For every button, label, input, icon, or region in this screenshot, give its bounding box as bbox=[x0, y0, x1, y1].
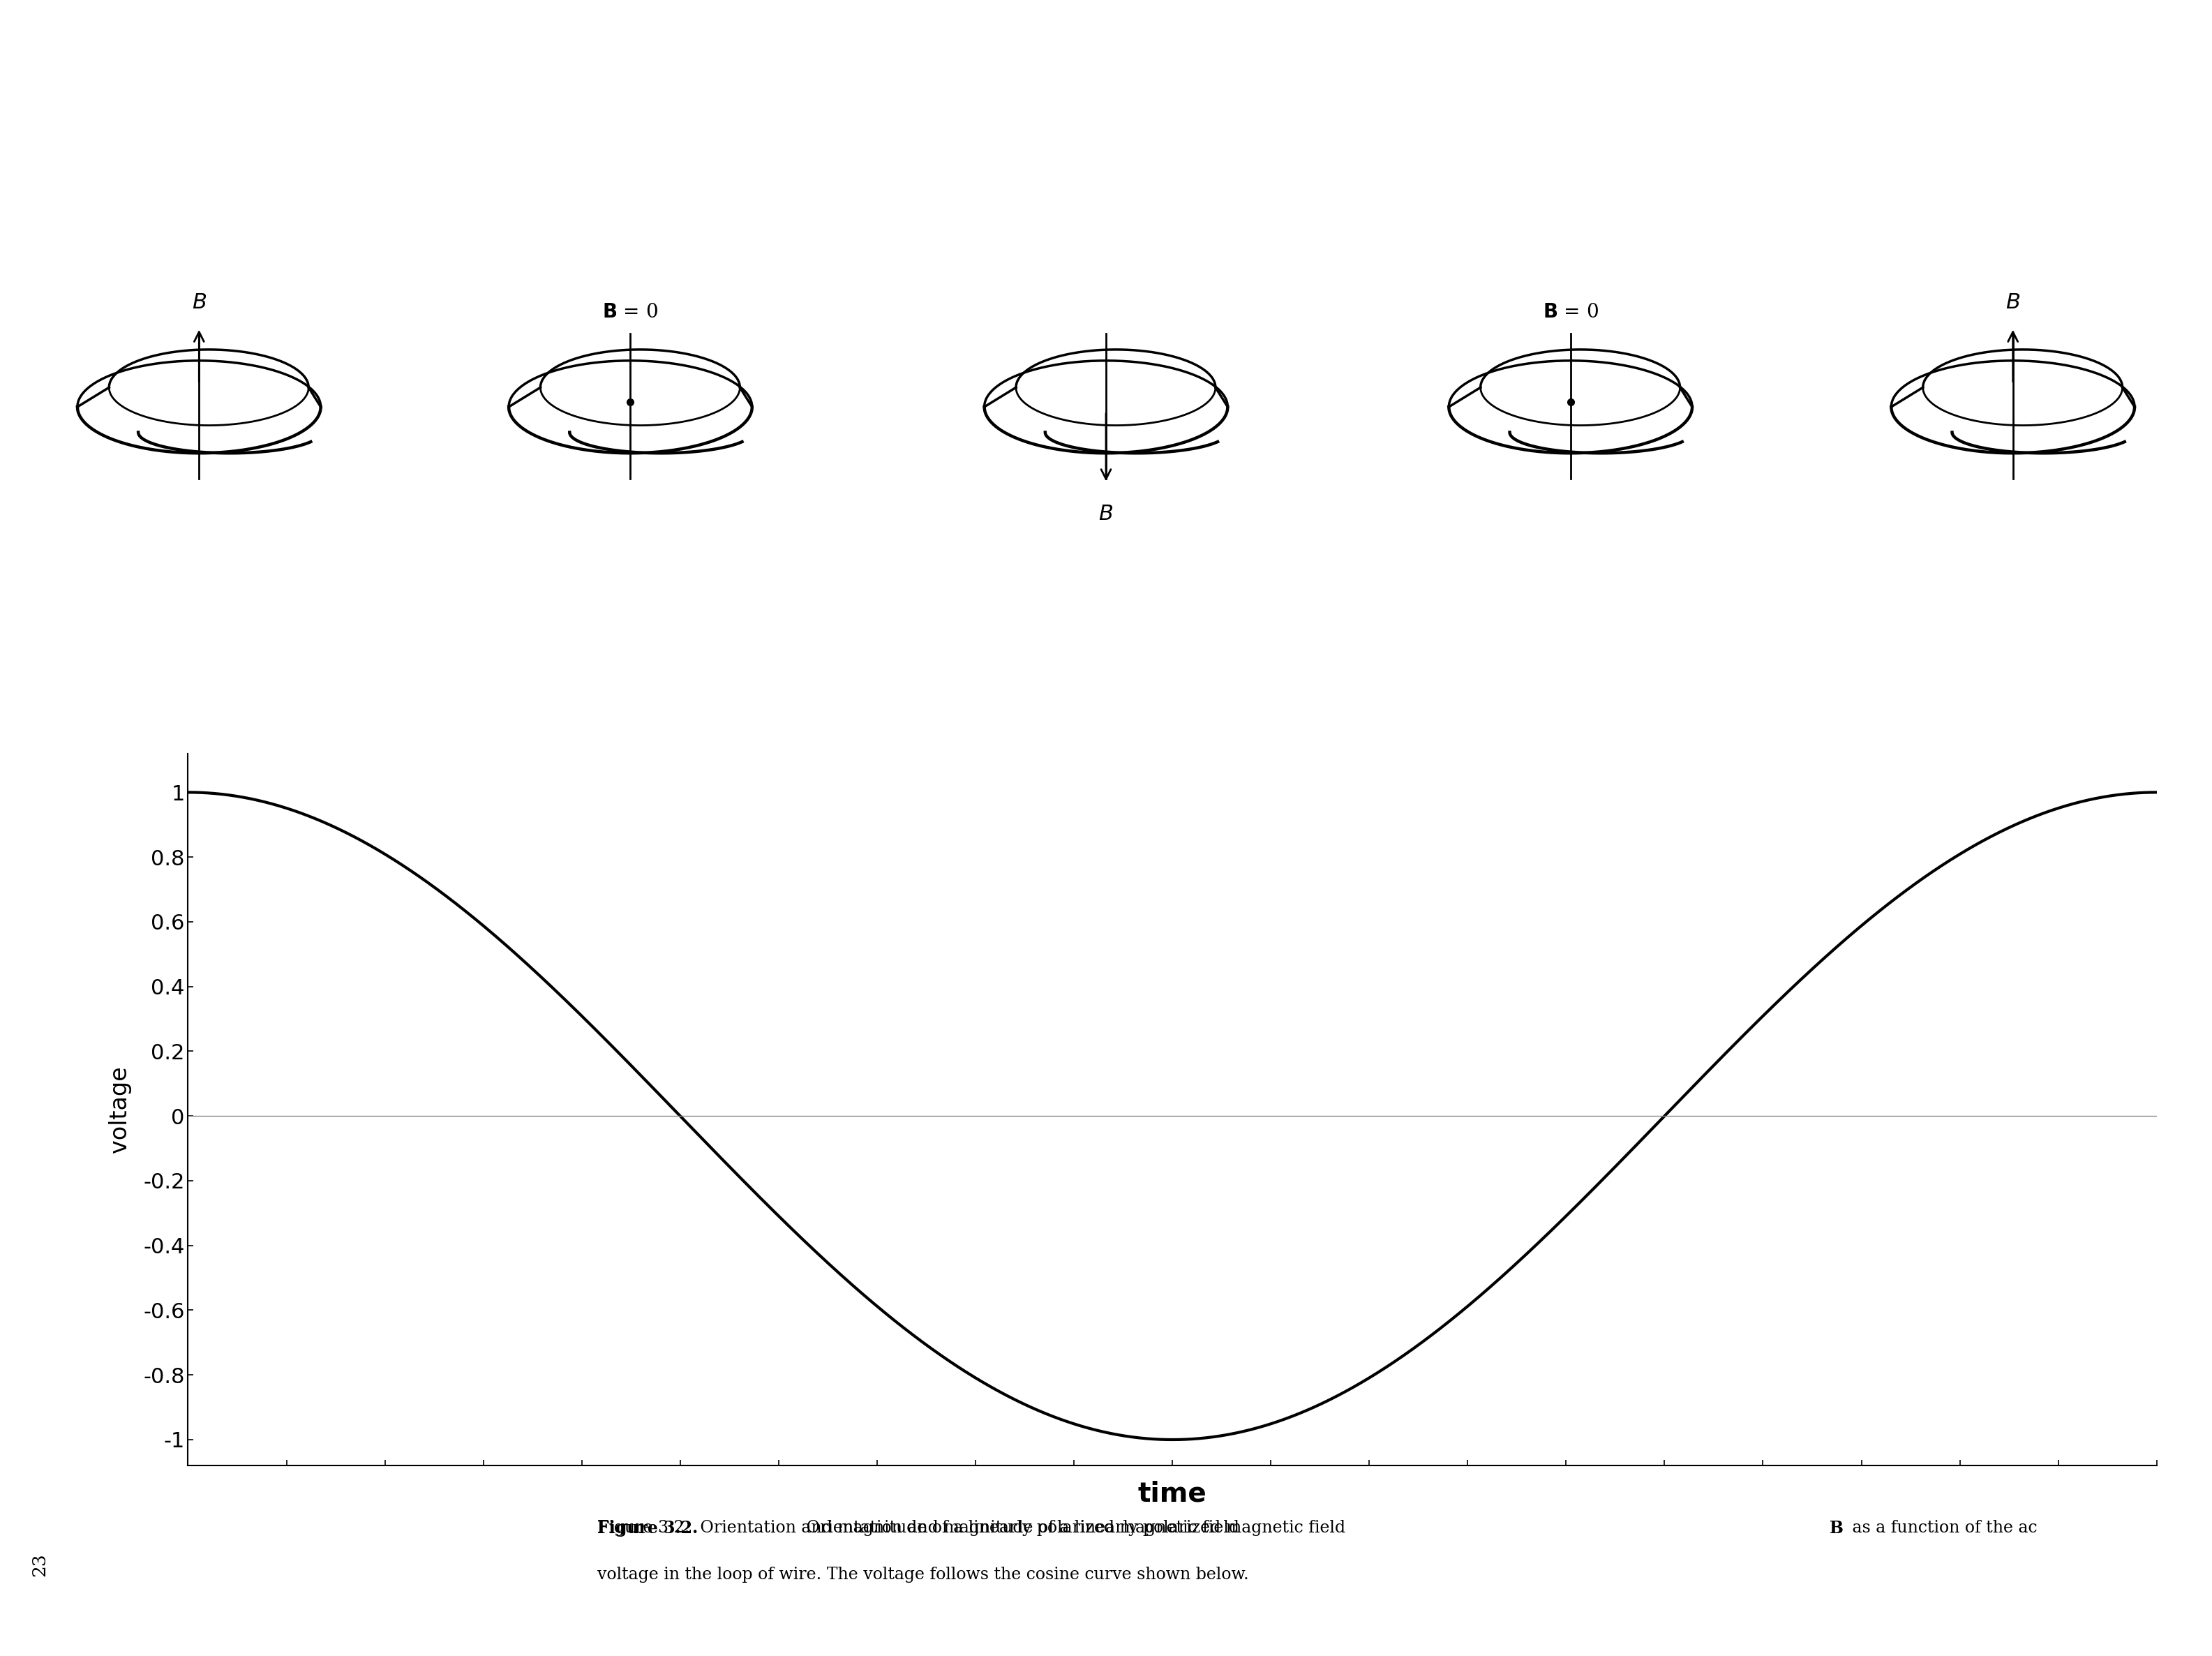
Text: $\mathbf{B}$ = 0: $\mathbf{B}$ = 0 bbox=[602, 303, 659, 321]
Y-axis label: voltage: voltage bbox=[108, 1066, 131, 1153]
Text: Figure 3.2.: Figure 3.2. bbox=[597, 1520, 699, 1537]
Text: B: B bbox=[1829, 1520, 1843, 1537]
Text: as a function of the ac: as a function of the ac bbox=[1847, 1520, 2037, 1537]
Text: Orientation and magnitude of a linearly polarized magnetic field: Orientation and magnitude of a linearly … bbox=[801, 1520, 1349, 1537]
Text: voltage in the loop of wire. The voltage follows the cosine curve shown below.: voltage in the loop of wire. The voltage… bbox=[597, 1567, 1250, 1583]
Text: Figure 3.2.  Orientation and magnitude of a linearly polarized magnetic field: Figure 3.2. Orientation and magnitude of… bbox=[597, 1520, 1245, 1537]
X-axis label: time: time bbox=[1137, 1480, 1208, 1507]
Text: $\mathbf{\mathit{B}}$: $\mathbf{\mathit{B}}$ bbox=[192, 293, 206, 313]
Text: 23: 23 bbox=[31, 1553, 49, 1577]
Text: $\mathbf{B}$ = 0: $\mathbf{B}$ = 0 bbox=[1542, 303, 1599, 321]
Text: $\mathbf{\mathit{B}}$: $\mathbf{\mathit{B}}$ bbox=[2006, 293, 2020, 313]
Text: $\mathbf{\mathit{B}}$: $\mathbf{\mathit{B}}$ bbox=[1099, 503, 1113, 525]
